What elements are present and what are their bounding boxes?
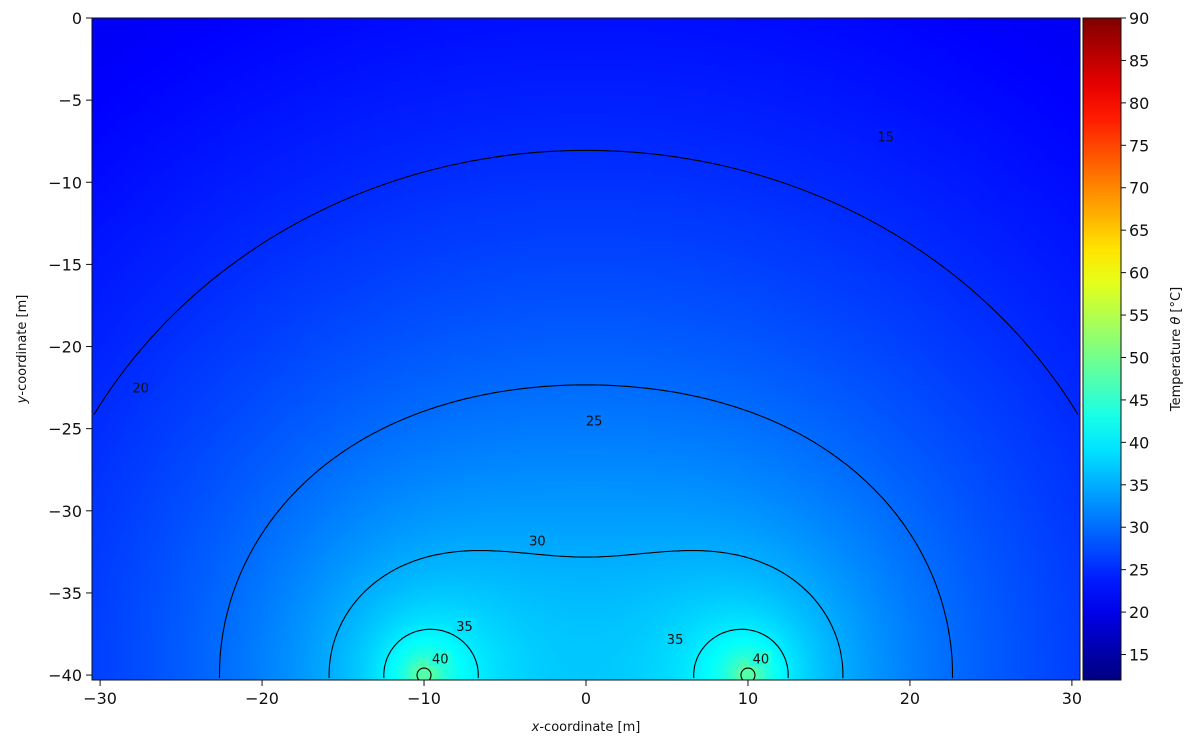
colorbar-tick-label: 55 (1129, 306, 1149, 325)
colorbar-tick-label: 60 (1129, 264, 1149, 283)
colorbar-tick-label: 15 (1129, 646, 1149, 665)
contour-label-bg-1 (874, 128, 897, 144)
colorbar-tick-label: 35 (1129, 476, 1149, 495)
colorbar-tick-label: 25 (1129, 561, 1149, 580)
colorbar-tick-label: 20 (1129, 603, 1149, 622)
y-tick-label: −35 (48, 584, 82, 603)
contour-label-8: 40 (753, 653, 770, 668)
contour-lines (93, 149, 1079, 680)
colorbar-tick-label: 45 (1129, 391, 1149, 410)
contour-label-bg-7 (429, 650, 452, 666)
contour-label-5: 35 (456, 620, 473, 635)
contour-label-7: 40 (432, 653, 449, 668)
y-axis: 0 −5 −10 −15 −20 −25 −30 −35 −40 (48, 9, 92, 685)
temperature-field (92, 18, 1080, 680)
colorbar-tick-label: 90 (1129, 9, 1149, 28)
y-tick-label: −5 (58, 91, 82, 110)
x-tick-label: −30 (83, 689, 117, 708)
colorbar-tick-label: 40 (1129, 433, 1149, 452)
y-tick-label: −15 (48, 255, 82, 274)
colorbar-tick-label: 70 (1129, 179, 1149, 198)
contour-label-1: 15 (877, 130, 894, 145)
y-tick-label: 0 (72, 9, 82, 28)
contour-label-bg-3 (583, 412, 606, 428)
y-tick-label: −10 (48, 173, 82, 192)
contour-label-bg-8 (749, 650, 772, 666)
plot-area: 15 20 25 30 35 35 40 40 (92, 18, 1080, 680)
colorbar-tick-label: 50 (1129, 348, 1149, 367)
x-axis-label-rest: -coordinate [m] (539, 720, 640, 735)
contour-25 (93, 149, 1079, 415)
x-tick-label: 10 (738, 689, 758, 708)
contour-labels: 15 20 25 30 35 35 40 40 (129, 128, 897, 668)
colorbar-label-prefix: Temperature (1169, 325, 1184, 412)
contour-label-3: 25 (586, 414, 603, 429)
contour-label-bg-4 (526, 532, 549, 548)
y-tick-label: −40 (48, 666, 82, 685)
x-axis-label: x-coordinate [m] (531, 720, 641, 735)
colorbar-label-suffix: [°C] (1169, 287, 1184, 317)
contour-30 (218, 384, 954, 678)
y-tick-label: −20 (48, 338, 82, 357)
colorbar: 15 20 25 30 35 40 45 50 55 60 65 70 75 80 85 90 Tempera… (1082, 9, 1184, 681)
contour-label-4: 30 (529, 534, 546, 549)
y-tick-label: −30 (48, 502, 82, 521)
y-tick-label: −25 (48, 420, 82, 439)
contour-35 (328, 550, 844, 678)
contour-40 (383, 628, 789, 679)
contour-label-2: 20 (132, 382, 149, 397)
contour-label-6: 35 (667, 633, 684, 648)
x-axis: −30 −20 −10 0 10 20 30 (83, 680, 1082, 708)
heat-source-marker-2 (740, 667, 756, 680)
x-tick-label: 20 (900, 689, 920, 708)
x-tick-label: 30 (1062, 689, 1082, 708)
x-tick-label: 0 (581, 689, 591, 708)
contour-label-bg-2 (129, 379, 152, 395)
y-axis-label-rest: -coordinate [m] (15, 295, 30, 396)
colorbar-label-symbol: θ (1169, 317, 1184, 325)
x-tick-label: −10 (407, 689, 441, 708)
y-axis-label: y-coordinate [m] (15, 295, 30, 405)
colorbar-ticks: 15 20 25 30 35 40 45 50 55 60 65 70 75 80 85 90 (1121, 9, 1149, 665)
colorbar-gradient (1082, 17, 1122, 681)
colorbar-tick-label: 30 (1129, 518, 1149, 537)
colorbar-tick-label: 80 (1129, 94, 1149, 113)
colorbar-tick-label: 65 (1129, 221, 1149, 240)
x-tick-label: −20 (245, 689, 279, 708)
contour-label-bg-5 (453, 617, 476, 633)
contour-label-bg-6 (664, 630, 687, 646)
colorbar-label: Temperature θ [°C] (1169, 287, 1184, 412)
colorbar-tick-label: 85 (1129, 51, 1149, 70)
heat-source-marker-1 (416, 667, 432, 680)
x-axis-label-var: x (531, 720, 540, 735)
y-axis-label-var: y (15, 395, 30, 404)
colorbar-tick-label: 75 (1129, 136, 1149, 155)
